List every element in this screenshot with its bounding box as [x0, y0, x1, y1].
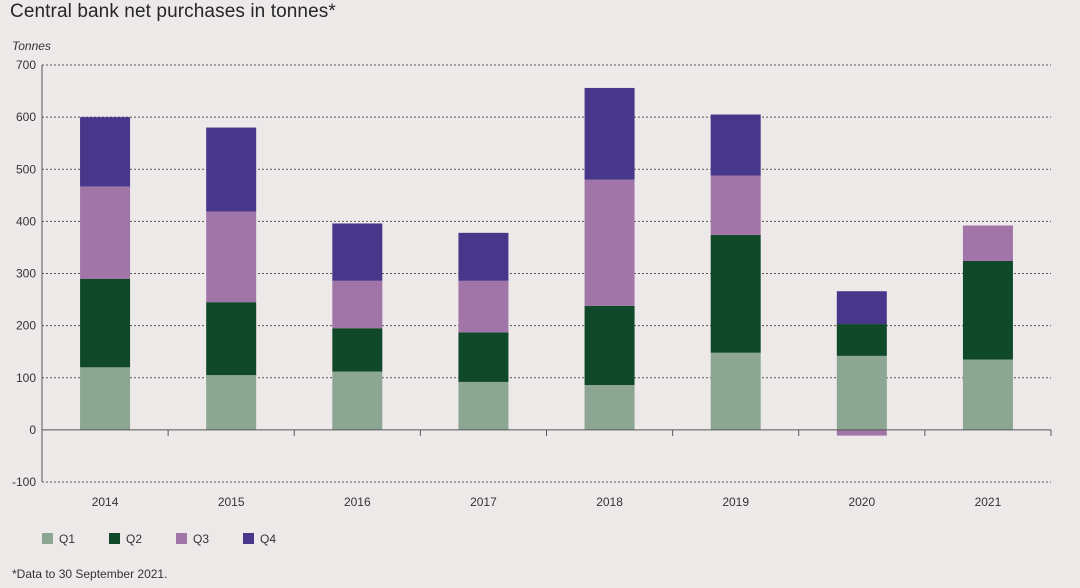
- y-tick-label: 0: [29, 423, 36, 437]
- bar-segment-2020-Q1: [836, 355, 887, 430]
- x-tick-label-2019: 2019: [722, 495, 749, 509]
- legend: Q1 Q2 Q3 Q4: [42, 532, 276, 546]
- bar-segment-2016-Q3: [332, 280, 383, 329]
- bar-segment-2019-Q1: [710, 352, 761, 430]
- legend-swatch-Q1: [42, 533, 53, 544]
- y-tick-label: 500: [16, 162, 36, 176]
- x-tick-label-2014: 2014: [92, 495, 119, 509]
- legend-label-Q3: Q3: [193, 532, 209, 546]
- bar-segment-2021-Q2: [962, 260, 1013, 360]
- legend-label-Q2: Q2: [126, 532, 142, 546]
- bar-segment-2015-Q1: [206, 375, 257, 430]
- y-axis-label: Tonnes: [12, 39, 51, 53]
- bar-segment-2014-Q4: [80, 117, 131, 187]
- bar-segment-2020-Q4: [836, 291, 887, 325]
- legend-swatch-Q4: [243, 533, 254, 544]
- bar-segment-2021-Q3: [962, 225, 1013, 261]
- x-tick-label-2016: 2016: [344, 495, 371, 509]
- footnote: *Data to 30 September 2021.: [12, 567, 168, 581]
- x-tick-label-2021: 2021: [975, 495, 1002, 509]
- y-tick-label: -100: [12, 475, 36, 489]
- bar-segment-2014-Q2: [80, 278, 131, 368]
- y-tick-label: 400: [16, 214, 36, 228]
- y-tick-label: 700: [16, 58, 36, 72]
- bar-segment-2019-Q2: [710, 234, 761, 353]
- bar-segment-2019-Q4: [710, 114, 761, 176]
- bar-segment-2014-Q1: [80, 367, 131, 430]
- legend-swatch-Q3: [176, 533, 187, 544]
- bar-segment-2018-Q3: [584, 179, 635, 306]
- x-tick-label-2017: 2017: [470, 495, 497, 509]
- bar-segment-2017-Q1: [458, 381, 509, 430]
- y-tick-label: 200: [16, 319, 36, 333]
- bar-segment-2016-Q2: [332, 328, 383, 372]
- bar-segment-2021-Q1: [962, 359, 1013, 430]
- x-tick-label-2015: 2015: [218, 495, 245, 509]
- bar-segment-2014-Q3: [80, 186, 131, 279]
- x-tick-label-2018: 2018: [596, 495, 623, 509]
- bar-segment-2018-Q2: [584, 305, 635, 386]
- bar-segment-2017-Q3: [458, 280, 509, 333]
- y-tick-label: 300: [16, 267, 36, 281]
- bar-segment-2017-Q4: [458, 232, 509, 281]
- chart-title: Central bank net purchases in tonnes*: [10, 1, 336, 22]
- legend-swatch-Q2: [109, 533, 120, 544]
- x-tick-label-2020: 2020: [848, 495, 875, 509]
- legend-label-Q1: Q1: [59, 532, 75, 546]
- bars: [80, 87, 1013, 436]
- bar-segment-2017-Q2: [458, 332, 509, 382]
- bar-segment-2019-Q3: [710, 175, 761, 235]
- bar-segment-2016-Q4: [332, 223, 383, 281]
- bar-segment-2016-Q1: [332, 371, 383, 430]
- bar-segment-2020-Q3: [836, 429, 887, 436]
- gridlines: [42, 64, 1051, 483]
- bar-segment-2015-Q4: [206, 127, 257, 212]
- bar-segment-2018-Q1: [584, 385, 635, 430]
- x-axis: 2014 2015 2016 2017 2018 2019 2020 2021: [41, 429, 1052, 509]
- y-axis: -100 0 100 200 300 400 500 600 700: [12, 58, 43, 489]
- y-tick-label: 100: [16, 371, 36, 385]
- bar-segment-2015-Q2: [206, 302, 257, 376]
- bar-segment-2018-Q4: [584, 87, 635, 180]
- bar-segment-2015-Q3: [206, 211, 257, 303]
- legend-label-Q4: Q4: [260, 532, 276, 546]
- y-tick-label: 600: [16, 110, 36, 124]
- bar-segment-2020-Q2: [836, 324, 887, 356]
